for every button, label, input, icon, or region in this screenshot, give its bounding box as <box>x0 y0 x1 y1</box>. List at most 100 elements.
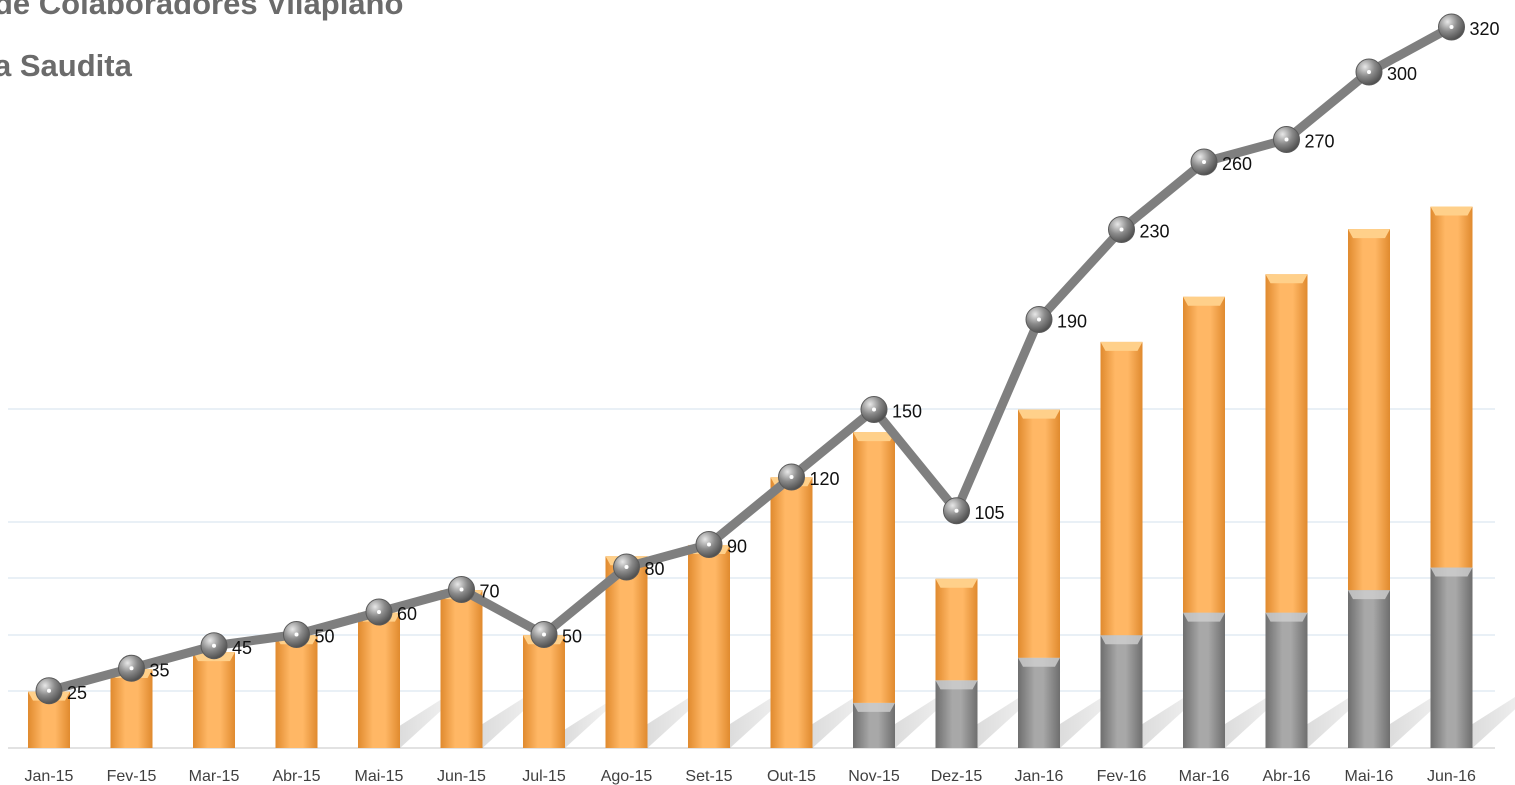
data-label-Mar-16: 260 <box>1222 154 1252 174</box>
bar-orange-Out-15 <box>770 477 813 748</box>
line-marker-Mar-15 <box>200 632 228 660</box>
bar-gray-Jun-16 <box>1430 567 1473 748</box>
bar-orange-Jun-16 <box>1430 206 1473 568</box>
data-label-Fev-16: 230 <box>1140 222 1170 242</box>
bar-gray-bevel <box>1348 590 1390 600</box>
x-tick-label: Ago-15 <box>601 768 653 785</box>
line-marker-Nov-15 <box>860 396 888 423</box>
bar-orange-Mai-15 <box>358 612 400 748</box>
x-tick-label: Jun-15 <box>437 768 486 785</box>
line-marker-Jan-16 <box>1025 306 1053 333</box>
bar-gray-Mai-16 <box>1348 590 1390 748</box>
chart-title-line-2: a Saudita <box>0 48 132 83</box>
x-tick-label: Mar-16 <box>1179 768 1230 785</box>
x-tick-label: Jul-15 <box>522 768 566 785</box>
line-marker-Out-15 <box>778 463 805 491</box>
x-tick-label: Out-15 <box>767 768 816 785</box>
data-label-Jan-16: 190 <box>1057 312 1087 332</box>
bar-orange-bevel <box>1183 296 1225 306</box>
line-series <box>44 22 1456 696</box>
bar-orange-Nov-15 <box>853 432 895 703</box>
bar-orange-Abr-16 <box>1265 274 1308 613</box>
bar-orange-Ago-15 <box>605 556 648 748</box>
bar-gray-bevel <box>1265 612 1308 622</box>
data-label-Jan-15: 25 <box>67 683 87 703</box>
bar-orange-Set-15 <box>688 544 730 748</box>
bar-gray-bevel <box>1018 657 1060 667</box>
bar-orange-bevel <box>1018 409 1060 419</box>
bar-shadow <box>1472 696 1515 748</box>
x-tick-label: Jan-16 <box>1015 768 1064 785</box>
data-label-Jul-15: 50 <box>562 627 582 647</box>
line-marker-Fev-15 <box>118 654 145 682</box>
bar-orange-bevel <box>1265 274 1308 284</box>
data-label-Ago-15: 80 <box>645 559 665 579</box>
chart-title-line-1: de Colaboradores Vilaplano <box>0 0 404 21</box>
data-label-Mar-15: 45 <box>232 638 252 658</box>
x-tick-label: Mai-15 <box>355 768 404 785</box>
bar-gray-Dez-15 <box>935 680 978 748</box>
line-marker-Mai-16 <box>1355 58 1383 86</box>
bar-orange-Jun-15 <box>440 590 483 748</box>
bar-orange-Fev-16 <box>1100 341 1143 636</box>
bar-gray-Mar-16 <box>1183 612 1225 748</box>
line-marker-Ago-15 <box>613 553 640 581</box>
line-marker-Set-15 <box>695 531 723 558</box>
x-axis-ticks: Jan-15 Fev-15 Mar-15 Abr-15 Mai-15 Jun-15 Jul-… <box>25 768 1477 785</box>
line-marker-Fev-16 <box>1108 216 1135 243</box>
x-tick-label: Abr-15 <box>272 768 320 785</box>
bar-orange-Dez-15 <box>935 578 978 681</box>
data-label-Mai-15: 60 <box>397 604 417 624</box>
line-marker-Dez-15 <box>943 497 970 525</box>
data-label-Mai-16: 300 <box>1387 64 1417 84</box>
bar-orange-bevel <box>853 432 895 442</box>
line-marker-Abr-15 <box>283 621 310 648</box>
data-label-Jun-16: 320 <box>1470 19 1500 39</box>
x-tick-label: Mai-16 <box>1345 768 1394 785</box>
x-tick-label: Fev-15 <box>107 768 157 785</box>
x-tick-label: Nov-15 <box>848 768 900 785</box>
bar-gray-bevel <box>853 702 895 712</box>
line-marker-Jun-15 <box>448 576 475 603</box>
bar-gray-bevel <box>1430 567 1473 577</box>
bar-orange-Jul-15 <box>523 635 565 748</box>
bar-gray-bevel <box>1183 612 1225 622</box>
data-label-Abr-15: 50 <box>315 627 335 647</box>
bar-orange-bevel <box>935 578 978 588</box>
bar-orange-bevel <box>1430 206 1473 216</box>
data-label-Fev-15: 35 <box>150 660 170 680</box>
bar-orange-Fev-15 <box>110 669 153 748</box>
x-tick-label: Dez-15 <box>931 768 983 785</box>
data-label-Set-15: 90 <box>727 537 747 557</box>
line-marker-Jul-15 <box>530 621 558 648</box>
bars <box>28 206 1473 748</box>
data-label-Dez-15: 105 <box>975 503 1005 523</box>
line-marker-Jan-15 <box>35 677 63 705</box>
bar-orange-Mai-16 <box>1348 229 1390 591</box>
data-label-Jun-15: 70 <box>480 582 500 602</box>
line-marker-Abr-16 <box>1273 126 1300 153</box>
line-marker-Mai-15 <box>365 598 393 626</box>
x-tick-label: Jan-15 <box>25 768 74 785</box>
data-label-Abr-16: 270 <box>1305 132 1335 152</box>
x-tick-label: Fev-16 <box>1097 768 1147 785</box>
bar-gray-Fev-16 <box>1100 635 1143 748</box>
line-markers <box>35 13 1465 705</box>
bar-orange-Mar-15 <box>193 652 235 748</box>
bar-gray-bevel <box>935 680 978 690</box>
bar-orange-bevel <box>1100 341 1143 351</box>
x-tick-label: Mar-15 <box>189 768 240 785</box>
line-marker-Jun-16 <box>1438 13 1465 41</box>
series-line <box>44 22 1456 696</box>
data-labels: 25 35 45 50 60 70 50 80 90 120 150 105 190 230 260 270 3… <box>67 19 1500 703</box>
gridlines <box>8 408 1495 749</box>
bar-orange-Jan-16 <box>1018 409 1060 658</box>
x-tick-label: Abr-16 <box>1262 768 1310 785</box>
bar-orange-Abr-15 <box>275 635 318 748</box>
x-tick-label: Jun-16 <box>1427 768 1476 785</box>
data-label-Out-15: 120 <box>810 469 840 489</box>
bar-orange-bevel <box>1348 229 1390 239</box>
x-tick-label: Set-15 <box>685 768 732 785</box>
bar-gray-bevel <box>1100 635 1143 645</box>
